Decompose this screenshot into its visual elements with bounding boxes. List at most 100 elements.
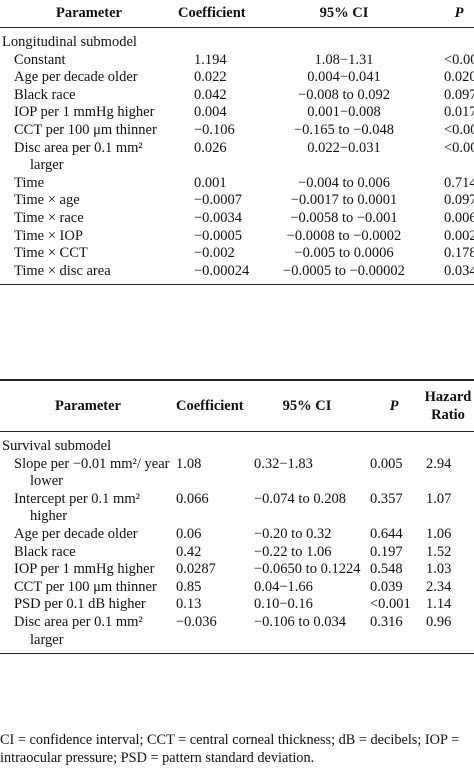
parameter-cell: Age per decade older bbox=[14, 69, 138, 86]
value-cell: 0.42 bbox=[176, 543, 202, 560]
parameter-cell: Age per decade older bbox=[14, 525, 138, 542]
data-row: Slope per −0.01 mm²/ year lower 1.08 0.32−… bbox=[0, 456, 474, 491]
parameter-cell: PSD per 0.1 dB higher bbox=[14, 596, 146, 613]
value-cell: 0.714 bbox=[444, 174, 474, 191]
value-cell: 0.001−0.008 bbox=[307, 104, 381, 121]
data-row: IOP per 1 mmHg higher 0.004 0.001−0.008 0.0… bbox=[0, 104, 474, 122]
data-row: CCT per 100 μm thinner 0.85 0.04−1.66 0.039… bbox=[0, 579, 474, 597]
value-cell: −0.22 to 1.06 bbox=[254, 543, 332, 560]
column-header: P bbox=[454, 4, 464, 21]
value-cell: −0.004 to 0.006 bbox=[298, 174, 390, 191]
parameter-cell: Time × disc area bbox=[14, 262, 111, 279]
value-cell: 0.06 bbox=[176, 525, 202, 542]
value-cell: 0.042 bbox=[194, 86, 227, 103]
parameter-cell: IOP per 1 mmHg higher bbox=[14, 104, 155, 121]
value-cell: 0.017 bbox=[444, 104, 474, 121]
parameter-cell: Time bbox=[14, 174, 45, 191]
value-cell: 0.004 bbox=[194, 104, 227, 121]
parameter-cell: CCT per 100 μm thinner bbox=[14, 121, 157, 138]
column-header: Parameter bbox=[55, 4, 122, 21]
value-cell: 1.06 bbox=[426, 525, 452, 542]
value-cell: 0.197 bbox=[370, 543, 403, 560]
data-row: Time × disc area −0.00024 −0.0005 to −0.00… bbox=[0, 263, 474, 285]
data-row: Time × age −0.0007 −0.0017 to 0.0001 0.097 bbox=[0, 192, 474, 210]
data-row: Disc area per 0.1 mm² larger −0.036 −0.106… bbox=[0, 614, 474, 654]
value-cell: 0.001 bbox=[194, 174, 227, 191]
footnote: CI = confidence interval; CCT = central … bbox=[0, 732, 460, 766]
value-cell: −0.005 to 0.0006 bbox=[294, 245, 394, 262]
value-cell: 0.034 bbox=[444, 262, 474, 279]
value-cell: −0.0058 to −0.001 bbox=[290, 209, 398, 226]
value-cell: 2.94 bbox=[426, 455, 452, 472]
column-header: Parameter bbox=[54, 398, 121, 414]
value-cell: −0.036 bbox=[176, 613, 217, 630]
value-cell: 1.52 bbox=[426, 543, 452, 560]
value-cell: 0.022 bbox=[194, 69, 227, 86]
value-cell: 1.08−1.31 bbox=[314, 51, 374, 68]
column-header: P bbox=[389, 398, 399, 414]
value-cell: −0.00024 bbox=[194, 262, 250, 279]
column-header: 95% CI bbox=[282, 398, 332, 414]
value-cell: 0.357 bbox=[370, 490, 403, 507]
parameter-cell: Time × CCT bbox=[14, 245, 88, 262]
value-cell: −0.074 to 0.208 bbox=[254, 490, 346, 507]
parameter-cell: Time × age bbox=[14, 192, 80, 209]
value-cell: 2.34 bbox=[426, 578, 452, 595]
value-cell: −0.106 to 0.034 bbox=[254, 613, 346, 630]
value-cell: −0.008 to 0.092 bbox=[298, 86, 390, 103]
value-cell: 0.32−1.83 bbox=[254, 455, 313, 472]
data-row: Time × IOP −0.0005 −0.0008 to −0.0002 0.002 bbox=[0, 228, 474, 246]
value-cell: 0.066 bbox=[176, 490, 209, 507]
value-cell: 0.002 bbox=[444, 227, 474, 244]
data-row: Age per decade older 0.06 −0.20 to 0.32 0.6… bbox=[0, 526, 474, 544]
column-header: Coefficient bbox=[176, 398, 244, 414]
parameter-cell: Intercept per 0.1 mm² higher bbox=[14, 490, 140, 525]
parameter-cell: Black race bbox=[14, 543, 76, 560]
data-row: Age per decade older 0.022 0.004−0.041 0.02… bbox=[0, 69, 474, 87]
value-cell: 0.13 bbox=[176, 596, 202, 613]
data-row: Constant 1.194 1.08−1.31 <0.001 bbox=[0, 52, 474, 70]
survival-table: Parameter Coefficient 95% CI P Hazard Ratio … bbox=[0, 379, 474, 655]
parameter-cell: Black race bbox=[14, 86, 76, 103]
value-cell: 0.006 bbox=[444, 209, 474, 226]
value-cell: 0.316 bbox=[370, 613, 403, 630]
data-row: Intercept per 0.1 mm² higher 0.066 −0.074 … bbox=[0, 491, 474, 526]
value-cell: −0.0008 to −0.0002 bbox=[286, 227, 402, 244]
column-header: Hazard Ratio bbox=[424, 389, 472, 423]
value-cell: 0.04−1.66 bbox=[254, 578, 313, 595]
value-cell: 1.194 bbox=[194, 51, 227, 68]
data-row: Black race 0.042 −0.008 to 0.092 0.097 bbox=[0, 87, 474, 105]
value-cell: 0.548 bbox=[370, 561, 403, 578]
value-cell: 0.85 bbox=[176, 578, 202, 595]
parameter-cell: CCT per 100 μm thinner bbox=[14, 578, 157, 595]
value-cell: −0.0005 bbox=[194, 227, 243, 244]
value-cell: 0.097 bbox=[444, 86, 474, 103]
value-cell: <0.001 bbox=[444, 121, 474, 138]
data-row: Time × CCT −0.002 −0.005 to 0.0006 0.178 bbox=[0, 245, 474, 263]
data-row: Time × race −0.0034 −0.0058 to −0.001 0.006 bbox=[0, 210, 474, 228]
parameter-cell: Time × race bbox=[14, 209, 84, 226]
value-cell: 0.96 bbox=[426, 613, 452, 630]
parameter-cell: Constant bbox=[14, 51, 66, 68]
parameter-cell: Time × IOP bbox=[14, 227, 83, 244]
value-cell: 0.026 bbox=[194, 139, 227, 156]
section-label: Longitudinal submodel bbox=[2, 34, 137, 50]
column-header: Coefficient bbox=[178, 4, 246, 21]
value-cell: 0.644 bbox=[370, 525, 403, 542]
value-cell: −0.0034 bbox=[194, 209, 243, 226]
value-cell: 0.004−0.041 bbox=[307, 69, 381, 86]
data-row: Time 0.001 −0.004 to 0.006 0.714 bbox=[0, 175, 474, 193]
parameter-cell: Disc area per 0.1 mm² larger bbox=[14, 613, 143, 648]
value-cell: 0.022−0.031 bbox=[307, 139, 381, 156]
value-cell: 1.07 bbox=[426, 490, 452, 507]
data-row: PSD per 0.1 dB higher 0.13 0.10−0.16 <0.001… bbox=[0, 596, 474, 614]
value-cell: −0.0007 bbox=[194, 192, 243, 209]
data-row: IOP per 1 mmHg higher 0.0287 −0.0650 to 0.… bbox=[0, 561, 474, 579]
value-cell: −0.165 to −0.048 bbox=[293, 121, 395, 138]
header-row: Parameter Coefficient 95% CI P Hazard Ratio bbox=[0, 380, 474, 432]
data-row: CCT per 100 μm thinner −0.106 −0.165 to −0… bbox=[0, 122, 474, 140]
parameter-cell: Slope per −0.01 mm²/ year lower bbox=[14, 455, 170, 490]
section-row: Longitudinal submodel bbox=[0, 28, 474, 52]
value-cell: −0.0017 to 0.0001 bbox=[290, 192, 398, 209]
